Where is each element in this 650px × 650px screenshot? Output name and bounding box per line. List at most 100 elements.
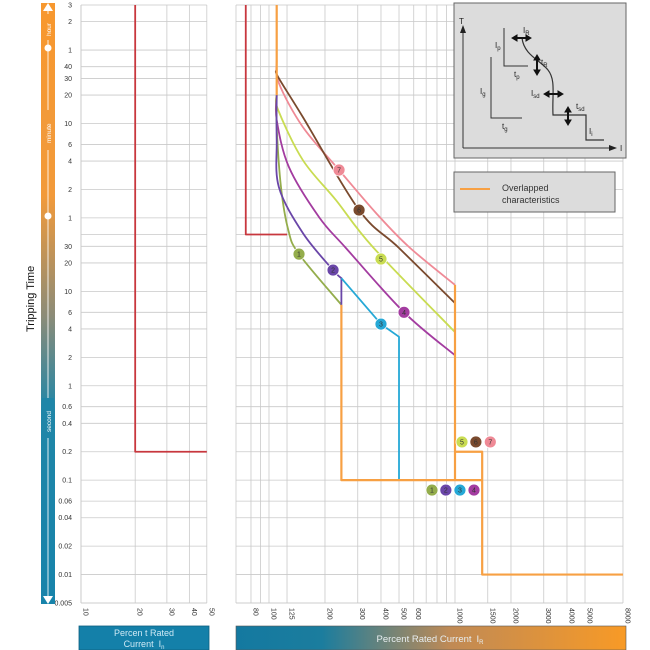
inset-axis-i: I	[620, 144, 622, 153]
curve-badge-6: 6	[469, 435, 483, 449]
x-tick-label: 1500	[488, 608, 495, 624]
y-tick-label: 0.06	[58, 499, 72, 506]
curve-badge-3: 3	[374, 317, 388, 331]
y-tick-label: 30	[64, 76, 72, 83]
x-tick-label: 5000	[586, 608, 593, 624]
svg-text:7: 7	[337, 167, 341, 174]
svg-text:4: 4	[472, 488, 476, 495]
minute-marker-icon	[44, 212, 52, 220]
x-axis-title-left-line1: Percen t Rated	[114, 628, 174, 638]
curve-badge-1: 1	[425, 483, 439, 497]
x-tick-label: 80	[251, 608, 258, 616]
svg-text:6: 6	[474, 439, 478, 446]
legend-label-1: Overlapped	[502, 183, 549, 193]
svg-text:5: 5	[379, 257, 383, 264]
y-tick-label: 0.1	[62, 478, 72, 485]
y-tick-label: 20	[64, 93, 72, 100]
y-tick-label: 0.005	[54, 600, 72, 607]
svg-text:2: 2	[331, 268, 335, 275]
svg-text:4: 4	[402, 310, 406, 317]
svg-text:2: 2	[444, 488, 448, 495]
inset-tr: tR	[541, 58, 548, 69]
y-tick-label: 1	[68, 48, 72, 55]
inset-ig: Ig	[480, 87, 486, 98]
curve-badge-1: 1	[292, 247, 306, 261]
svg-text:5: 5	[460, 439, 464, 446]
x-tick-label: 500	[400, 608, 407, 620]
svg-text:3: 3	[379, 322, 383, 329]
y-tick-label: 4	[68, 326, 72, 333]
y-tick-label: 0.01	[58, 572, 72, 579]
inset-tsd: tsd	[576, 102, 585, 113]
y-tick-label: 1	[68, 215, 72, 222]
series-line-0	[134, 5, 207, 453]
y-tick-label: 10	[64, 121, 72, 128]
x-tick-label: 4000	[567, 608, 574, 624]
curve-badge-3: 3	[453, 483, 467, 497]
y-axis-label: Tripping Time	[25, 266, 37, 332]
y-tick-label: 30	[64, 244, 72, 251]
series-line-red	[244, 5, 288, 236]
y-tick-label: 20	[64, 260, 72, 267]
y-tick-label: 2	[68, 355, 72, 362]
series-line-5	[274, 94, 456, 333]
x-tick-label: 50	[207, 608, 214, 616]
x-tick-label: 30	[167, 608, 174, 616]
inset-isd: Isd	[531, 89, 540, 100]
arrow-up-icon	[43, 3, 53, 11]
tick-labels: 3 2 1 40 30 20 10 6 4 2 1 30 20 10 6 4 2 1 0.6 0.4 0.2 0.1 0.0…	[54, 3, 630, 624]
x-tick-label: 125	[288, 608, 295, 620]
inset-tg: tg	[502, 122, 508, 133]
x-tick-label: 600	[414, 608, 421, 620]
curve-badge-4: 4	[397, 305, 411, 319]
series-line-4	[274, 95, 456, 357]
y-tick-label: 1	[68, 383, 72, 390]
inset-ip: Ip	[495, 41, 501, 52]
band-second: second	[46, 411, 53, 432]
x-axis-title-left-line2: Current In	[124, 639, 165, 650]
y-tick-label: 2	[68, 187, 72, 194]
curve-badge-5: 5	[455, 435, 469, 449]
curve-badge-7: 7	[483, 435, 497, 449]
series-line-3	[340, 277, 400, 481]
curve-badge-2: 2	[439, 483, 453, 497]
x-tick-label: 8000	[623, 608, 630, 624]
x-tick-label: 1000	[456, 608, 463, 624]
y-tick-label: 3	[68, 3, 72, 10]
x-axis-title-right-text: Percent Rated Current IR	[376, 634, 484, 646]
x-tick-label: 40	[190, 608, 197, 616]
legend-label-2: characteristics	[502, 195, 560, 205]
curve-badge-6: 6	[352, 203, 366, 217]
inset-ir: IR	[523, 26, 530, 37]
x-tick-label: 3000	[544, 608, 551, 624]
curve-badge-2: 2	[326, 263, 340, 277]
y-tick-label: 10	[64, 289, 72, 296]
y-tick-label: 0.02	[58, 544, 72, 551]
svg-text:3: 3	[458, 488, 462, 495]
band-minute: minute	[46, 123, 53, 143]
series-line-overlap-d	[455, 450, 623, 576]
y-tick-label: 4	[68, 159, 72, 166]
band-hour: hour	[46, 22, 53, 36]
curve-badge-4: 4	[467, 483, 481, 497]
x-tick-label: 2000	[511, 608, 518, 624]
svg-text:1: 1	[297, 252, 301, 259]
x-tick-label: 400	[381, 608, 388, 620]
y-tick-label: 0.04	[58, 515, 72, 522]
arrow-down-icon	[43, 596, 53, 604]
y-tick-label: 0.4	[62, 421, 72, 428]
x-tick-label: 300	[358, 608, 365, 620]
y-tick-label: 6	[68, 142, 72, 149]
y-tick-label: 0.6	[62, 404, 72, 411]
series-line-6	[274, 69, 456, 304]
hour-marker-icon	[44, 44, 52, 52]
curve-badge-7: 7	[332, 163, 346, 177]
svg-text:7: 7	[488, 439, 492, 446]
time-band-bar: hour minute second	[41, 3, 55, 604]
y-tick-label: 40	[64, 64, 72, 71]
svg-text:6: 6	[357, 208, 361, 215]
inset-tp: tp	[514, 70, 520, 81]
legend: Overlapped characteristics	[453, 171, 616, 213]
x-axis-title-left: Percen t Rated Current In	[78, 625, 210, 650]
